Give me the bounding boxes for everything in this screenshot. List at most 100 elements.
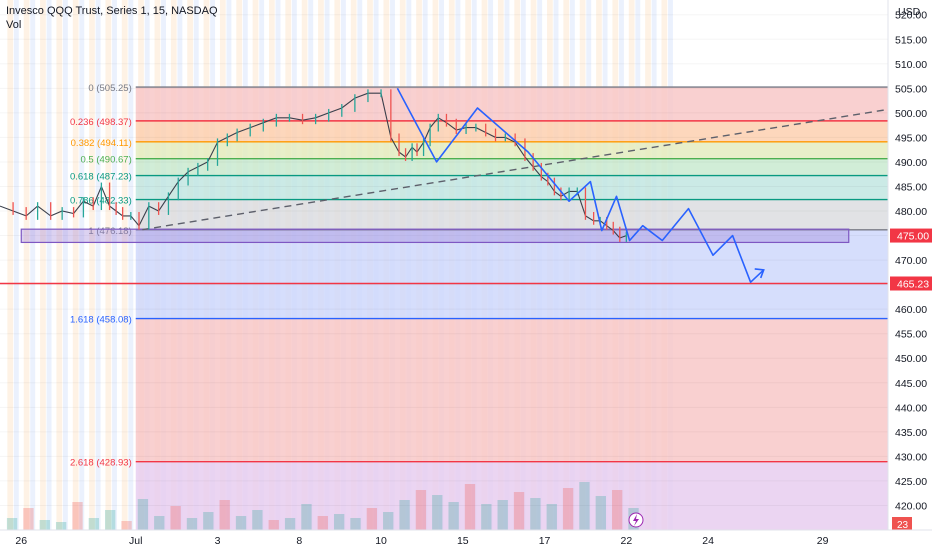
price-badge-label: 475.00	[897, 231, 929, 243]
volume-bar	[137, 499, 149, 530]
x-tick-label: 3	[215, 535, 221, 547]
volume-bar	[72, 502, 83, 530]
x-tick-label: 17	[539, 535, 551, 547]
session-stripe-pre	[40, 0, 46, 530]
volume-bar	[497, 500, 508, 530]
fib-level-label: 0.5 (490.67)	[81, 155, 132, 166]
volume-bar	[546, 504, 557, 530]
y-tick-label: 445.00	[895, 378, 927, 390]
volume-bar	[333, 514, 345, 530]
y-tick-label: 520.00	[895, 10, 927, 22]
session-stripe-pre	[7, 0, 14, 530]
volume-bar	[301, 504, 312, 530]
volume-bar	[317, 516, 328, 530]
volume-bar	[399, 500, 410, 530]
y-tick-label: 435.00	[895, 427, 927, 439]
x-tick-label: 8	[296, 535, 302, 547]
rectangle-zone	[20, 228, 850, 244]
volume-bar	[219, 500, 230, 530]
volume-bar	[448, 502, 459, 530]
session-stripe-post	[128, 0, 134, 530]
volume-bar	[464, 484, 476, 530]
y-tick-label: 495.00	[895, 132, 927, 144]
volume-bar	[513, 492, 525, 530]
volume-bar	[235, 516, 247, 530]
session-stripe-pre	[23, 0, 30, 530]
y-tick-label: 470.00	[895, 255, 927, 267]
y-tick-label: 515.00	[895, 34, 927, 46]
x-tick-label: 24	[702, 535, 714, 547]
session-stripe-pre	[72, 0, 79, 530]
session-stripe-post	[46, 0, 52, 530]
volume-bar	[203, 512, 214, 530]
session-stripe-post	[30, 0, 36, 530]
fib-band	[135, 158, 888, 176]
y-tick-label: 485.00	[895, 181, 927, 193]
volume-bar	[186, 518, 198, 530]
volume-bar	[383, 512, 394, 530]
y-tick-label: 460.00	[895, 304, 927, 316]
y-tick-label: 490.00	[895, 157, 927, 169]
volume-bar	[6, 518, 18, 530]
session-stripe-pre	[89, 0, 95, 530]
volume-bar	[530, 498, 541, 530]
fib-band	[135, 461, 888, 530]
x-tick-label: 22	[620, 535, 632, 547]
price-axis-bg	[888, 0, 932, 550]
volume-bar	[284, 518, 296, 530]
volume-bar	[268, 520, 279, 530]
fib-level-label: 1.618 (458.08)	[70, 315, 132, 326]
session-stripe-post	[95, 0, 101, 530]
x-tick-label: 26	[15, 535, 27, 547]
x-tick-label: 10	[375, 535, 387, 547]
volume-bar	[252, 510, 263, 530]
fib-level-label: 1 (476.18)	[88, 226, 131, 237]
fib-level-label: 2.618 (428.93)	[70, 458, 132, 469]
fib-band	[135, 120, 888, 142]
volume-bar	[611, 490, 623, 530]
x-tick-label: Jul	[129, 535, 142, 547]
session-stripe-post	[13, 0, 19, 530]
currency-label: USD	[898, 6, 921, 18]
session-stripe-post	[79, 0, 85, 530]
fib-band	[135, 141, 888, 159]
volume-bar	[105, 510, 116, 530]
volume-bar	[39, 520, 50, 530]
y-tick-label: 420.00	[895, 500, 927, 512]
volume-bar	[415, 490, 427, 530]
volume-bar	[23, 508, 34, 530]
lightning-icon	[628, 512, 644, 528]
y-tick-label: 505.00	[895, 83, 927, 95]
grid	[0, 14, 888, 506]
volume-badge-label: 23	[897, 520, 909, 531]
fib-band	[135, 87, 888, 121]
volume-bar	[562, 488, 574, 530]
volume-bar	[350, 518, 361, 530]
fib-level-label: 0.382 (494.11)	[71, 138, 132, 149]
y-tick-label: 455.00	[895, 329, 927, 341]
price-badge	[890, 276, 932, 291]
volume-bar	[432, 495, 443, 530]
session-stripe-pre	[56, 0, 63, 530]
y-tick-label: 430.00	[895, 451, 927, 463]
y-tick-label: 480.00	[895, 206, 927, 218]
y-tick-label: 450.00	[895, 353, 927, 365]
x-tick-label: 29	[817, 535, 829, 547]
session-stripe-pre	[121, 0, 128, 530]
lightning-icon-bolt	[633, 514, 639, 526]
session-stripe-post	[112, 0, 117, 530]
volume-bar	[579, 482, 590, 530]
session-stripe-pre	[105, 0, 112, 530]
fib-band	[135, 175, 888, 200]
price-badge	[890, 228, 932, 243]
volume-bar	[595, 496, 606, 530]
fib-band	[135, 318, 888, 462]
volume-bar	[121, 521, 132, 530]
volume-bar	[88, 518, 100, 530]
volume-label: Vol	[6, 19, 22, 31]
y-tick-label: 500.00	[895, 108, 927, 120]
volume-bar	[55, 522, 67, 530]
volume-bar	[154, 516, 165, 530]
